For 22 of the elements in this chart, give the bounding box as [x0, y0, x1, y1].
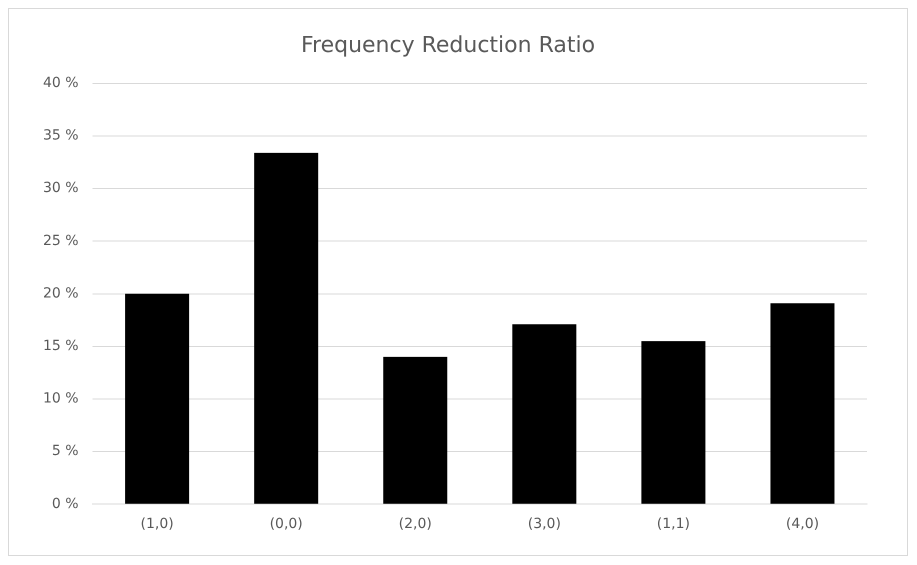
bar [512, 324, 576, 504]
x-tick-label: (2,0) [398, 516, 432, 532]
y-tick-label: 40 % [42, 75, 79, 92]
y-tick-label: 5 % [52, 443, 79, 460]
x-tick-label: (1,1) [656, 516, 690, 532]
y-tick-label: 25 % [42, 232, 79, 249]
x-tick-label: (0,0) [270, 516, 303, 532]
y-tick-label: 10 % [42, 390, 79, 407]
x-tick-label: (1,0) [140, 516, 174, 532]
y-tick-label: 35 % [42, 128, 79, 144]
bar [125, 294, 190, 504]
x-tick-label: (4,0) [786, 516, 820, 532]
y-tick-label: 15 % [42, 338, 79, 354]
y-tick-label: 20 % [42, 285, 79, 302]
bar [641, 341, 706, 504]
bar [254, 152, 318, 504]
x-tick-label: (3,0) [528, 516, 561, 532]
chart-title: Frequency Reduction Ratio [300, 32, 596, 58]
bar [383, 356, 448, 504]
bar [770, 303, 834, 504]
y-tick-label: 30 % [42, 180, 79, 196]
y-tick-label: 0 % [52, 496, 79, 512]
